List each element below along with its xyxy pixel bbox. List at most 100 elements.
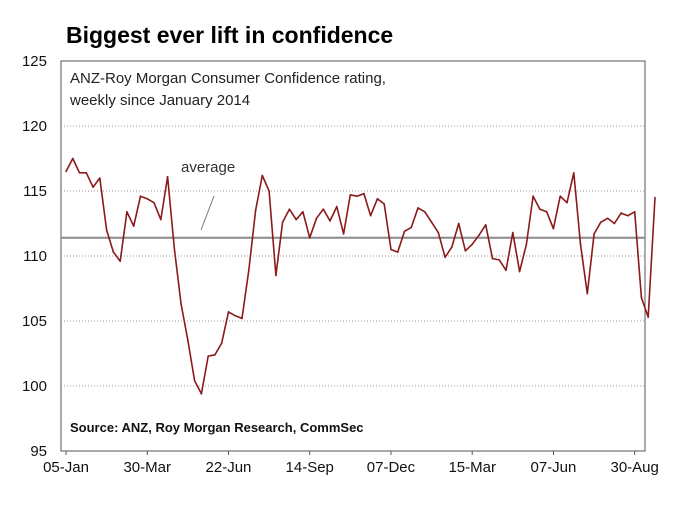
x-tick-label: 07-Dec (367, 459, 416, 476)
data-point (424, 211, 426, 213)
data-point (369, 214, 372, 217)
series-line-group (65, 157, 656, 395)
data-point (187, 339, 189, 342)
x-tick-label: 14-Sep (286, 459, 334, 476)
data-point (92, 186, 94, 188)
chart-subtitle-line-2: weekly since January 2014 (70, 92, 251, 109)
data-point (600, 221, 602, 223)
data-point (505, 269, 507, 272)
data-point (572, 172, 575, 174)
data-point (586, 292, 589, 295)
data-point (457, 222, 460, 225)
data-point (247, 269, 250, 272)
data-point (166, 175, 169, 178)
data-point (620, 212, 622, 214)
data-point (633, 211, 636, 213)
y-axis: 95 100 105 110 115 120 125 (22, 53, 47, 460)
data-point (390, 248, 392, 251)
data-point (153, 201, 155, 204)
data-point (234, 315, 237, 317)
data-point (268, 190, 270, 192)
data-point (478, 234, 480, 236)
average-line-group (61, 195, 645, 239)
x-axis: 05-Jan 30-Mar 22-Jun 14-Sep 07-Dec 15-Mar 07-J… (43, 451, 659, 476)
data-point (613, 222, 616, 225)
data-point (227, 311, 230, 313)
data-point (275, 274, 277, 277)
data-point (512, 231, 514, 234)
data-point (336, 205, 338, 208)
data-point (363, 192, 365, 195)
data-point (606, 217, 609, 220)
data-point (322, 208, 325, 210)
data-point (329, 220, 331, 222)
data-point (315, 217, 318, 220)
data-point (593, 233, 595, 235)
series-line (65, 157, 656, 395)
data-point (545, 211, 548, 213)
data-point (552, 227, 555, 230)
y-tick-label: 95 (30, 443, 47, 460)
data-point (518, 270, 521, 273)
data-point (308, 237, 311, 239)
data-point (200, 393, 203, 395)
data-point (525, 243, 528, 246)
data-point (241, 317, 243, 320)
data-point (99, 177, 101, 179)
data-point (484, 224, 487, 226)
data-point (342, 233, 345, 235)
data-point (112, 251, 115, 253)
data-point (105, 229, 108, 231)
x-tick-label: 15-Mar (448, 459, 496, 476)
data-point (410, 226, 413, 229)
data-point (539, 208, 541, 210)
average-pointer (200, 195, 215, 231)
data-point (356, 195, 358, 197)
x-tick-label: 22-Jun (206, 459, 252, 476)
data-point (85, 172, 88, 174)
data-point (498, 259, 501, 261)
data-point (532, 195, 534, 197)
data-point (566, 201, 568, 204)
data-point (417, 207, 419, 209)
data-point (207, 355, 209, 357)
data-point (193, 380, 196, 382)
data-point (173, 247, 176, 249)
data-point (403, 230, 406, 233)
y-tick-label: 125 (22, 53, 47, 70)
data-point (647, 316, 650, 318)
data-point (65, 170, 67, 173)
data-point (491, 257, 494, 260)
data-point (261, 174, 264, 177)
data-point (139, 195, 142, 197)
x-tick-label: 30-Mar (123, 459, 171, 476)
average-label: average (181, 159, 236, 176)
data-point (288, 208, 291, 210)
data-point (444, 256, 446, 259)
data-point (376, 198, 379, 200)
y-tick-label: 110 (23, 248, 47, 265)
gridlines (61, 125, 645, 387)
data-point (119, 260, 121, 263)
y-tick-label: 100 (22, 378, 47, 395)
x-tick-label: 07-Jun (531, 459, 577, 476)
data-point (71, 157, 74, 160)
data-point (295, 218, 297, 221)
data-point (627, 214, 629, 217)
data-point (471, 243, 474, 246)
data-point (220, 342, 223, 344)
data-point (579, 243, 582, 246)
data-point (146, 198, 149, 200)
y-tick-label: 105 (22, 313, 47, 330)
y-tick-label: 120 (22, 118, 47, 135)
y-tick-label: 115 (23, 183, 47, 200)
data-point (437, 231, 440, 234)
data-point (214, 354, 216, 356)
data-point (640, 296, 643, 299)
data-point (559, 195, 562, 197)
data-point (451, 246, 453, 248)
chart-title: Biggest ever lift in confidence (66, 22, 394, 48)
data-point (159, 218, 162, 221)
data-point (349, 194, 352, 196)
